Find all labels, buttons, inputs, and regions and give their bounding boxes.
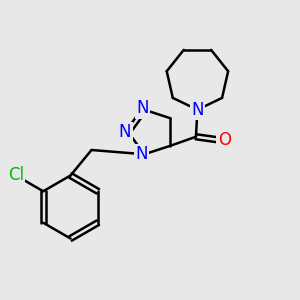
Text: N: N — [119, 123, 131, 141]
Text: N: N — [136, 99, 149, 117]
Text: Cl: Cl — [8, 166, 24, 184]
Text: O: O — [218, 131, 231, 149]
Text: N: N — [135, 145, 148, 163]
Text: N: N — [191, 101, 204, 119]
